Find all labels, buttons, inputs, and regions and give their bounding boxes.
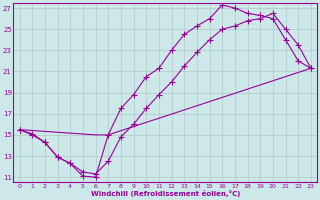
X-axis label: Windchill (Refroidissement éolien,°C): Windchill (Refroidissement éolien,°C) <box>91 190 240 197</box>
